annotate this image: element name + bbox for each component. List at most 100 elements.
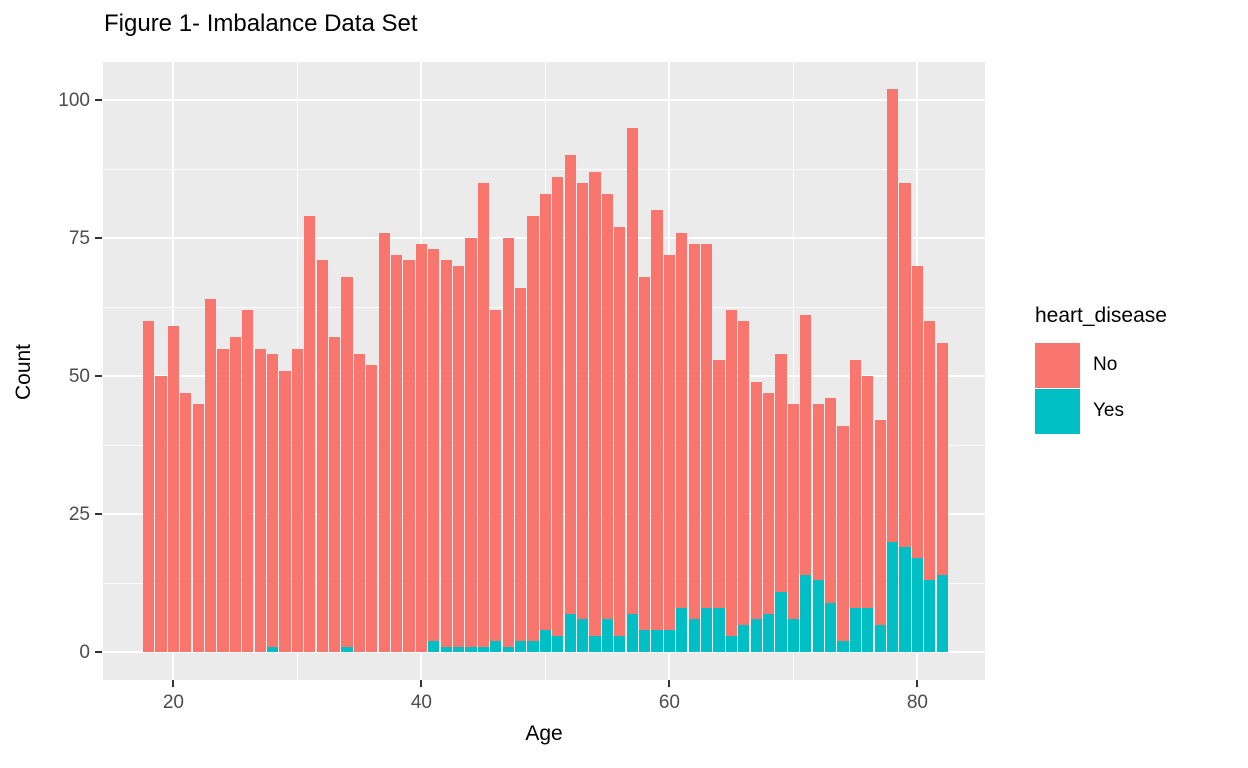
- bar-segment-yes: [651, 630, 663, 653]
- bar-age-29: [279, 370, 291, 653]
- bar-segment-no: [639, 276, 651, 631]
- legend-swatch-no: [1035, 342, 1080, 388]
- bar-age-56: [614, 227, 626, 653]
- y-tick-mark: [95, 513, 102, 516]
- bar-age-81: [924, 320, 936, 653]
- bar-age-60: [663, 254, 675, 653]
- bar-segment-no: [391, 254, 403, 653]
- y-tick-mark: [95, 375, 102, 378]
- bar-age-20: [167, 326, 179, 653]
- bar-age-68: [763, 392, 775, 653]
- bar-segment-no: [837, 425, 849, 642]
- bar-age-37: [378, 232, 390, 653]
- bar-age-71: [800, 315, 812, 653]
- bar-segment-no: [601, 193, 613, 620]
- bar-age-32: [316, 260, 328, 653]
- bar-segment-no: [763, 392, 775, 614]
- bar-segment-no: [242, 309, 254, 653]
- bar-age-40: [415, 243, 427, 653]
- y-tick-mark: [95, 237, 102, 240]
- bar-age-41: [428, 249, 440, 653]
- bar-segment-no: [267, 354, 279, 647]
- bar-segment-no: [353, 354, 365, 653]
- bar-age-36: [366, 365, 378, 653]
- bar-segment-no: [676, 232, 688, 609]
- bar-segment-no: [539, 193, 551, 631]
- x-tick-label: 80: [906, 692, 928, 713]
- bar-age-73: [825, 398, 837, 653]
- bar-segment-yes: [775, 591, 787, 653]
- bar-segment-no: [465, 238, 477, 647]
- bar-segment-no: [614, 227, 626, 636]
- bar-segment-yes: [614, 635, 626, 653]
- bar-segment-no: [589, 171, 601, 636]
- bar-age-33: [329, 337, 341, 653]
- bar-segment-no: [192, 403, 204, 653]
- bar-segment-no: [316, 260, 328, 653]
- bar-age-52: [564, 155, 576, 653]
- legend-entry-no: No: [1035, 342, 1167, 388]
- bar-age-45: [477, 182, 489, 653]
- y-tick-label: 100: [58, 89, 90, 111]
- y-tick-label: 75: [68, 227, 90, 249]
- bar-segment-yes: [601, 619, 613, 653]
- bar-age-74: [837, 425, 849, 653]
- x-tick-label: 20: [162, 692, 184, 713]
- bar-segment-no: [490, 309, 502, 642]
- bar-age-72: [812, 403, 824, 653]
- bar-age-35: [353, 354, 365, 653]
- bar-segment-no: [626, 127, 638, 614]
- bar-segment-no: [254, 348, 266, 653]
- bar-age-61: [676, 232, 688, 653]
- bar-segment-no: [924, 320, 936, 581]
- bar-age-58: [639, 276, 651, 653]
- bar-segment-no: [688, 243, 700, 620]
- bar-age-78: [887, 88, 899, 653]
- bar-age-65: [725, 309, 737, 653]
- legend-label-no: No: [1093, 354, 1118, 375]
- bar-segment-no: [577, 182, 589, 620]
- x-tick-mark: [916, 680, 919, 687]
- bar-segment-yes: [924, 580, 936, 653]
- bar-age-63: [701, 243, 713, 653]
- bar-age-30: [291, 348, 303, 653]
- bar-segment-yes: [800, 574, 812, 653]
- bar-segment-no: [155, 376, 167, 653]
- x-tick-label: 60: [658, 692, 680, 713]
- bar-age-82: [936, 343, 948, 653]
- x-tick-mark: [172, 680, 175, 687]
- bar-age-39: [403, 260, 415, 653]
- x-tick-mark: [420, 680, 423, 687]
- bar-age-62: [688, 243, 700, 653]
- bar-segment-no: [403, 260, 415, 653]
- bar-segment-no: [775, 354, 787, 592]
- bar-segment-yes: [527, 641, 539, 653]
- bar-age-55: [601, 193, 613, 653]
- bar-segment-no: [291, 348, 303, 653]
- bar-segment-yes: [267, 646, 279, 653]
- bar-age-23: [205, 298, 217, 653]
- bar-segment-no: [477, 182, 489, 647]
- bar-age-80: [911, 265, 923, 653]
- bar-segment-yes: [701, 608, 713, 653]
- bar-segment-no: [750, 381, 762, 620]
- bar-segment-yes: [837, 641, 849, 653]
- x-tick-label: 40: [410, 692, 432, 713]
- bar-age-27: [254, 348, 266, 653]
- bar-age-47: [502, 238, 514, 653]
- bar-segment-yes: [825, 602, 837, 653]
- y-axis-title: Count: [12, 343, 35, 401]
- gridline-major-h: [103, 99, 985, 101]
- bar-segment-yes: [750, 619, 762, 653]
- x-tick-mark: [668, 680, 671, 687]
- bar-segment-no: [874, 420, 886, 625]
- bar-segment-yes: [465, 646, 477, 653]
- bar-age-18: [143, 320, 155, 653]
- bar-segment-no: [428, 249, 440, 642]
- bar-segment-no: [378, 232, 390, 653]
- bar-segment-no: [812, 403, 824, 581]
- bar-segment-no: [651, 210, 663, 631]
- bar-segment-no: [205, 298, 217, 653]
- bar-age-75: [849, 359, 861, 653]
- bar-age-21: [180, 392, 192, 653]
